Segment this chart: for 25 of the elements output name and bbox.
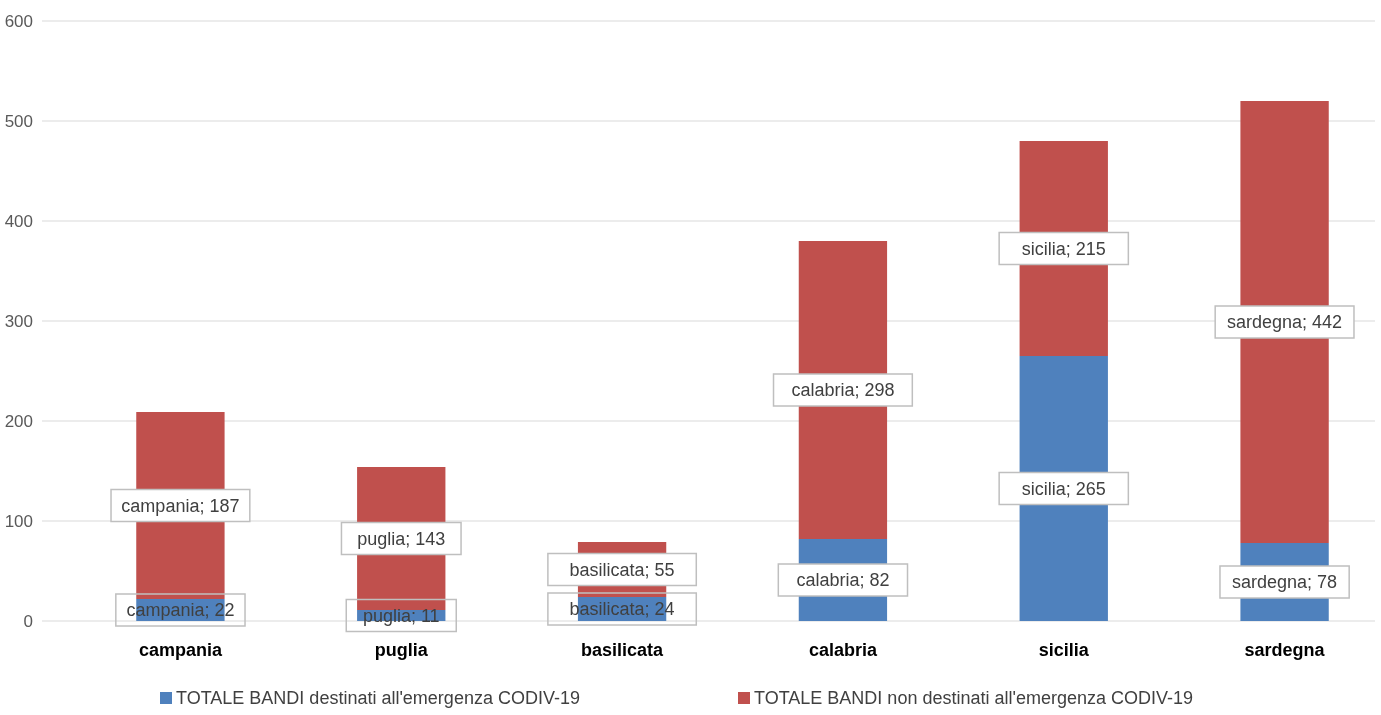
y-tick-label: 0 bbox=[23, 611, 33, 631]
data-label: puglia; 11 bbox=[362, 605, 440, 626]
y-tick-label: 400 bbox=[4, 211, 33, 231]
data-label: puglia; 143 bbox=[357, 528, 446, 549]
data-label: sardegna; 442 bbox=[1227, 312, 1343, 333]
data-label: calabria; 82 bbox=[796, 570, 890, 591]
data-label: basilicata; 55 bbox=[569, 559, 675, 580]
y-tick-label: 500 bbox=[4, 111, 33, 131]
data-label: campania; 187 bbox=[121, 495, 240, 516]
x-tick-label: sicilia bbox=[1038, 640, 1090, 660]
y-tick-label: 200 bbox=[4, 411, 33, 431]
data-label: sicilia; 215 bbox=[1021, 238, 1106, 259]
legend-label: TOTALE BANDI non destinati all'emergenza CODIV-19 bbox=[754, 688, 1193, 708]
x-tick-label: campania bbox=[138, 640, 223, 660]
data-label: calabria; 298 bbox=[791, 380, 895, 401]
legend-label: TOTALE BANDI destinati all'emergenza CODIV-19 bbox=[176, 688, 580, 708]
y-tick-label: 100 bbox=[4, 511, 33, 531]
x-tick-label: basilicata bbox=[581, 640, 665, 660]
data-label: sicilia; 265 bbox=[1021, 478, 1106, 499]
x-tick-label: puglia bbox=[374, 640, 429, 660]
y-tick-label: 600 bbox=[4, 11, 33, 31]
y-tick-label: 300 bbox=[4, 311, 33, 331]
x-tick-label: sardegna bbox=[1244, 640, 1326, 660]
x-tick-label: calabria bbox=[808, 640, 878, 660]
data-label: sardegna; 78 bbox=[1232, 572, 1338, 593]
